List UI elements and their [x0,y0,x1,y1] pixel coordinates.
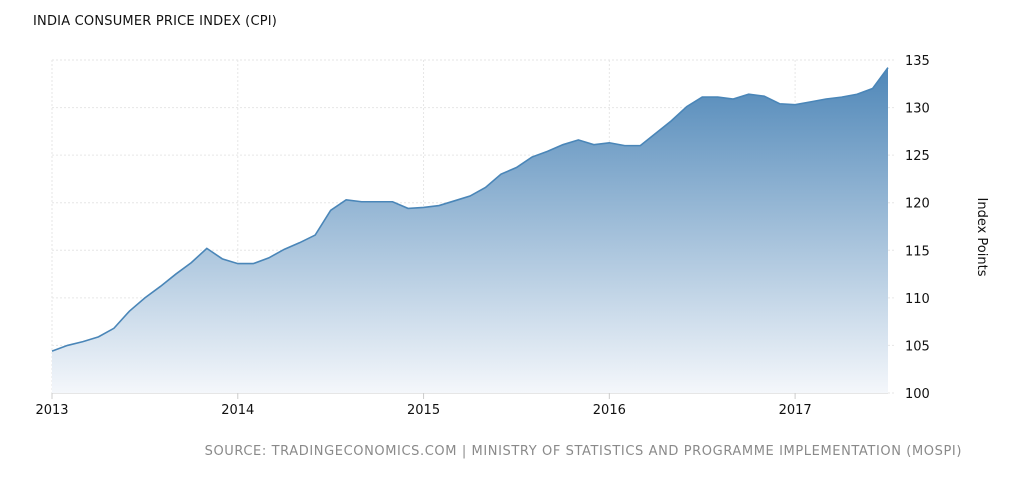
y-tick-label: 135 [905,54,930,69]
y-tick-label: 115 [905,244,930,259]
y-axis-label: Index Points [974,198,989,277]
series-area [52,67,888,394]
x-tick-label: 2014 [221,403,254,418]
area-layer [51,67,889,394]
y-tick-label: 130 [905,102,930,117]
x-tick-label: 2016 [593,403,626,418]
y-tick-label: 105 [905,339,930,354]
y-tick-label: 100 [905,387,930,402]
x-tick-label: 2015 [407,403,440,418]
y-axis-ticks: 100 105 110 115 120 125 130 135 [905,54,930,402]
series-line [51,67,889,352]
source-note: SOURCE: TRADINGECONOMICS.COM | MINISTRY … [204,444,962,459]
chart-title: INDIA CONSUMER PRICE INDEX (CPI) [33,14,278,29]
x-axis-ticks: 2013 2014 2015 2016 2017 [35,393,812,418]
y-tick-label: 125 [905,149,930,164]
x-tick-label: 2017 [779,403,812,418]
y-tick-label: 110 [905,292,930,307]
x-tick-label: 2013 [35,403,68,418]
y-tick-label: 120 [905,197,930,212]
